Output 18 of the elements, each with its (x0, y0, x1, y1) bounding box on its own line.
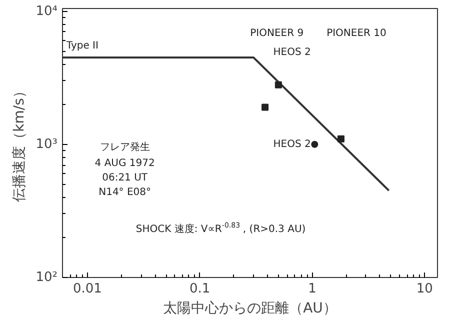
annotation: PIONEER 10 (326, 28, 386, 40)
x-axis-title: 太陽中心からの距離（AU） (163, 300, 337, 316)
annotation: 4 AUG 1972 (94, 158, 155, 170)
annotation: Type II (65, 40, 98, 52)
y-tick-label: 10³ (36, 136, 58, 152)
x-tick-label: 10 (416, 282, 433, 296)
y-tick-label: 10² (36, 270, 58, 285)
annotation: HEOS 2 (273, 47, 311, 58)
x-tick-label: 1 (308, 282, 316, 296)
annotation: フレア発生 (100, 140, 150, 153)
annotation: PIONEER 9 (250, 28, 304, 40)
annotation: 06:21 UT (102, 172, 148, 184)
y-tick-label: 10⁴ (36, 4, 58, 19)
y-axis-title: 伝播速度（km/s） (12, 84, 28, 202)
x-tick-label: 0.1 (190, 282, 210, 296)
x-tick-label: 0.01 (72, 282, 102, 296)
annotation: N14° E08° (98, 186, 152, 198)
annotation: HEOS 2 (273, 138, 311, 150)
